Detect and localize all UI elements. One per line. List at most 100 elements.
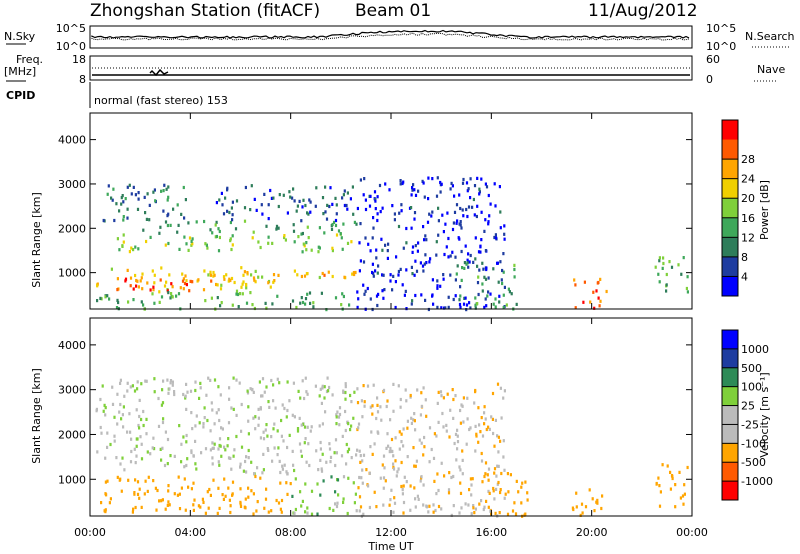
echo-cell — [184, 396, 187, 400]
echo-cell — [328, 506, 331, 511]
echo-cell — [293, 511, 296, 515]
echo-cell — [137, 247, 140, 251]
echo-cell — [679, 496, 682, 500]
echo-cell — [397, 224, 401, 229]
echo-cell — [142, 228, 145, 232]
echo-cell — [122, 200, 125, 204]
echo-cell — [501, 281, 504, 286]
echo-cell — [212, 478, 215, 482]
echo-cell — [245, 286, 248, 290]
echo-cell — [265, 306, 268, 310]
echo-cell — [480, 177, 483, 181]
echo-cell — [136, 207, 140, 211]
echo-cell — [254, 415, 257, 419]
echo-cell — [322, 479, 325, 483]
echo-cell — [235, 199, 239, 203]
echo-cell — [372, 216, 375, 220]
echo-cell — [307, 442, 310, 446]
echo-cell — [190, 239, 193, 243]
echo-cell — [153, 447, 156, 451]
echo-cell — [243, 270, 246, 274]
echo-cell — [247, 456, 250, 460]
echo-cell — [665, 272, 668, 277]
echo-cell — [657, 272, 660, 276]
echo-cell — [192, 481, 195, 485]
echo-cell — [284, 238, 287, 242]
echo-cell — [400, 460, 403, 465]
echo-cell — [414, 497, 417, 501]
echo-cell — [373, 442, 376, 446]
echo-cell — [493, 235, 496, 240]
echo-cell — [386, 256, 389, 260]
echo-cell — [384, 243, 387, 247]
echo-cell — [280, 434, 283, 438]
echo-cell — [683, 492, 686, 496]
echo-cell — [183, 281, 187, 286]
echo-cell — [359, 460, 362, 464]
echo-cell — [272, 383, 275, 387]
echo-cell — [143, 492, 146, 496]
echo-cell — [362, 453, 366, 457]
echo-cell — [484, 472, 487, 476]
echo-cell — [381, 248, 384, 252]
echo-cell — [371, 270, 374, 275]
echo-cell — [681, 494, 685, 498]
echo-cell — [356, 427, 359, 432]
echo-cell — [390, 437, 394, 442]
echo-cell — [266, 447, 269, 451]
echo-cell — [405, 226, 408, 231]
echo-cell — [202, 422, 205, 426]
colorbar-segment — [722, 481, 738, 501]
echo-cell — [356, 401, 360, 405]
echo-cell — [342, 294, 345, 299]
echo-cell — [593, 509, 596, 513]
echo-cell — [306, 292, 309, 296]
echo-cell — [669, 487, 672, 491]
echo-cell — [498, 185, 501, 189]
echo-cell — [132, 507, 135, 511]
echo-cell — [411, 186, 414, 190]
echo-cell — [296, 427, 300, 431]
echo-cell — [382, 273, 385, 277]
echo-cell — [169, 223, 172, 227]
echo-cell — [122, 240, 125, 244]
echo-cell — [424, 253, 427, 257]
echo-cell — [601, 494, 604, 498]
echo-cell — [457, 236, 460, 240]
echo-cell — [140, 300, 143, 304]
echo-cell — [112, 187, 115, 191]
echo-cell — [335, 203, 338, 207]
echo-cell — [120, 202, 123, 206]
echo-cell — [389, 273, 392, 277]
colorbar-segment — [722, 330, 738, 350]
colorbar-frame — [721, 119, 739, 297]
echo-cell — [436, 284, 439, 288]
echo-cell — [451, 227, 455, 232]
echo-cell — [476, 281, 480, 285]
echo-cell — [286, 492, 289, 496]
echo-cell — [104, 508, 107, 512]
echo-cell — [130, 437, 133, 441]
echo-cell — [109, 497, 112, 501]
echo-cell — [481, 434, 485, 438]
echo-cell — [314, 204, 317, 208]
echo-cell — [411, 250, 414, 254]
echo-cell — [256, 500, 259, 504]
echo-cell — [458, 511, 461, 515]
echo-cell — [455, 203, 459, 207]
echo-cell — [135, 408, 138, 412]
echo-cell — [384, 182, 387, 186]
echo-cell — [410, 265, 413, 269]
echo-cell — [474, 296, 477, 300]
echo-cell — [142, 409, 145, 414]
echo-cell — [331, 222, 334, 227]
echo-cell — [261, 275, 264, 279]
echo-cell — [411, 272, 414, 276]
echo-cell — [344, 428, 347, 433]
echo-cell — [268, 405, 271, 409]
echo-cell — [234, 227, 238, 231]
echo-cell — [194, 462, 197, 466]
y-tick-label: 3000 — [58, 178, 86, 191]
echo-cell — [132, 298, 135, 302]
echo-cell — [116, 392, 119, 396]
